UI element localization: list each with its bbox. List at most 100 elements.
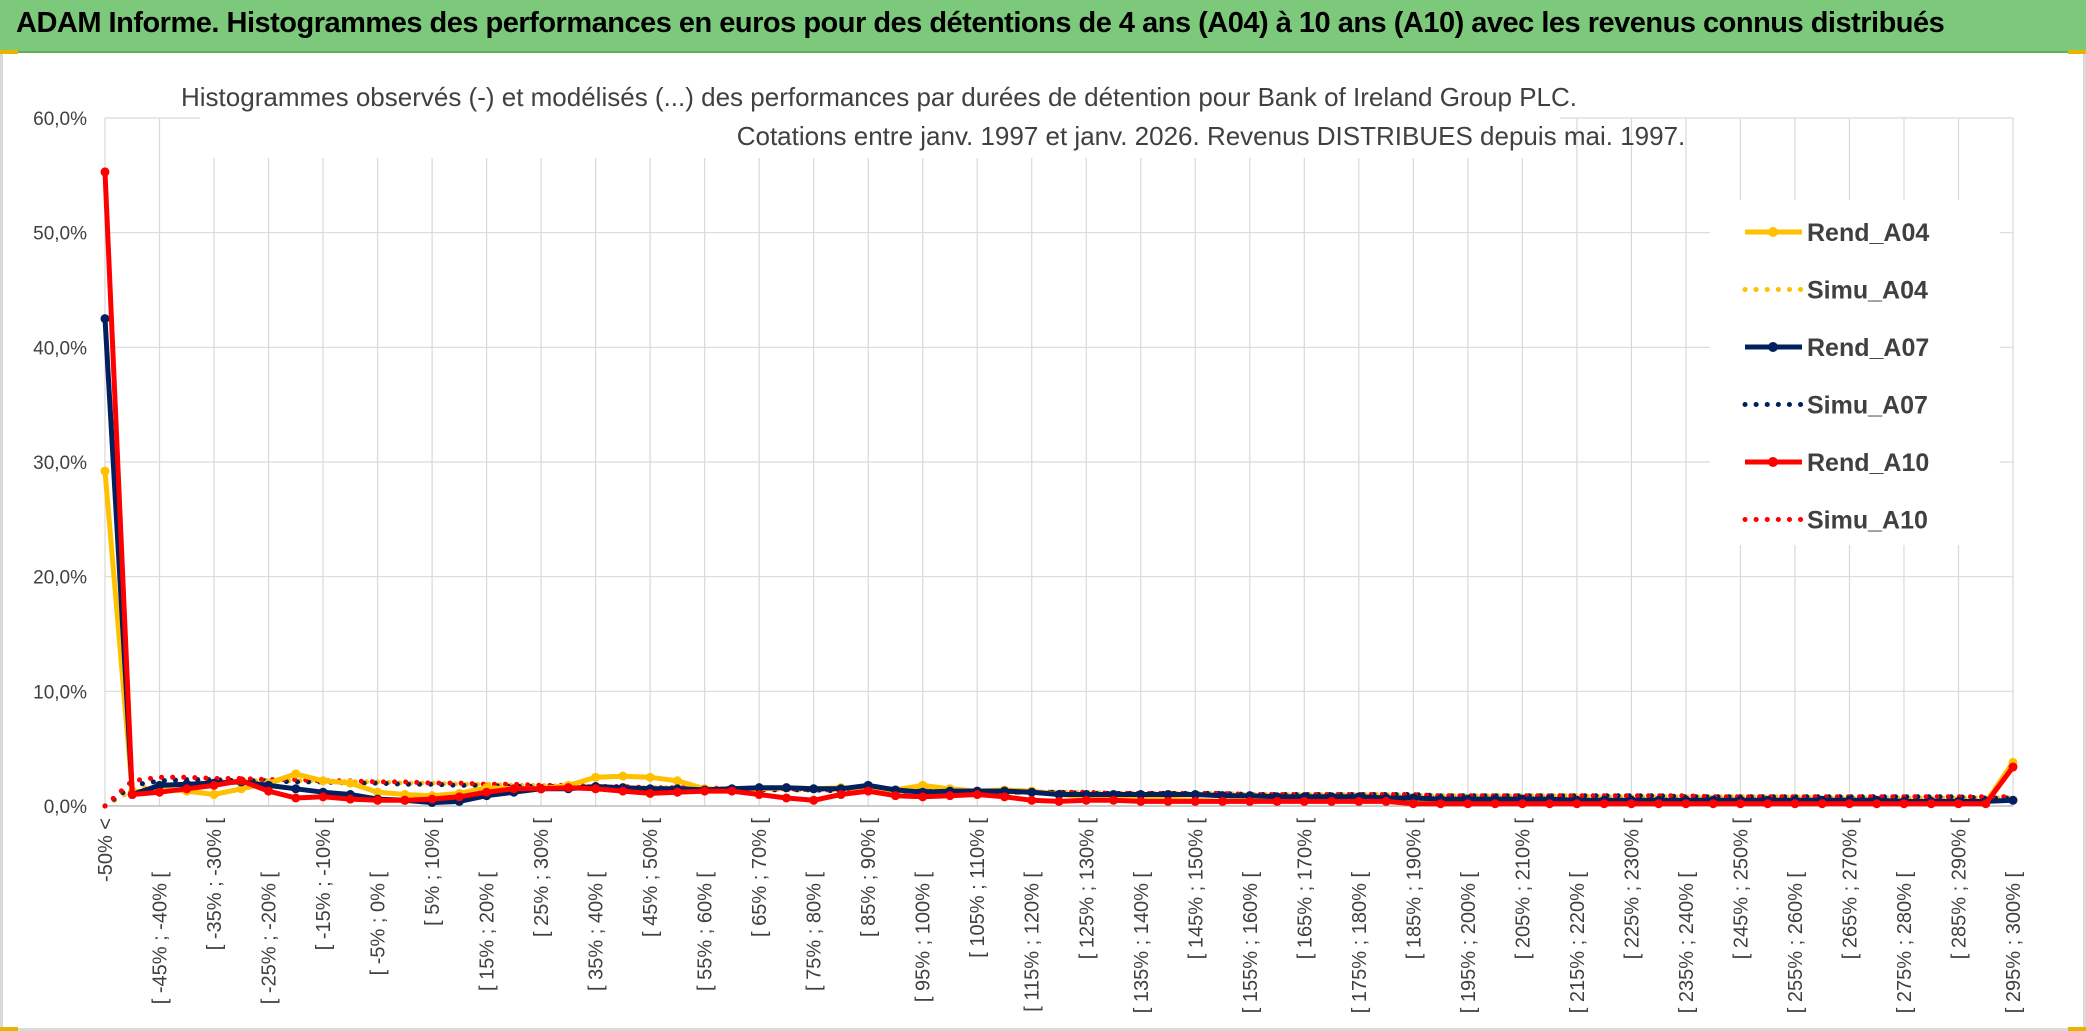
series-rend-a10-point	[427, 794, 437, 804]
series-rend-a10-point	[1763, 799, 1773, 809]
report-title: ADAM Informe. Histogrammes des performan…	[16, 7, 1945, 39]
x-tick-label: [ 65% ; 70% [	[749, 818, 771, 937]
series-rend-a10-point	[345, 794, 355, 804]
series-rend-a04-point	[345, 778, 355, 788]
series-rend-a07-point	[1054, 790, 1064, 800]
chart-title-line1: Histogrammes observés (-) et modélisés (…	[181, 82, 1577, 112]
x-tick-label: [ 255% ; 260% [	[1785, 872, 1807, 1014]
legend-background	[1710, 200, 2000, 545]
x-tick-label: [ 95% ; 100% [	[913, 872, 935, 1003]
series-lines	[100, 167, 2018, 809]
series-rend-a07-point	[2008, 795, 2018, 805]
series-rend-a10-point	[1190, 796, 1200, 806]
series-rend-a10-point	[999, 792, 1009, 802]
series-rend-a10-point	[182, 784, 192, 794]
x-tick-label: [ 145% ; 150% [	[1185, 818, 1207, 960]
series-rend-a04-point	[100, 466, 110, 476]
series-rend-a10-point	[1926, 799, 1936, 809]
x-tick-label: [ 195% ; 200% [	[1458, 872, 1480, 1014]
series-rend-a10-point	[1327, 796, 1337, 806]
series-rend-a10-point	[536, 784, 546, 794]
y-axis-ticks: 0,0% 10,0% 20,0% 30,0% 40,0% 50,0% 60,0%	[33, 109, 87, 818]
series-rend-a10-point	[1299, 796, 1309, 806]
series-rend-a10-point	[727, 786, 737, 796]
series-rend-a10-point	[918, 792, 928, 802]
series-rend-a07-point	[1163, 790, 1173, 800]
x-tick-label: [ 155% ; 160% [	[1240, 872, 1262, 1014]
series-rend-a10-point	[482, 787, 492, 797]
x-tick-label: [ 235% ; 240% [	[1676, 872, 1698, 1014]
x-tick-label: [ 115% ; 120% [	[1022, 872, 1044, 1012]
y-tick-label: 0,0%	[44, 797, 87, 818]
series-rend-a10-point	[1844, 799, 1854, 809]
series-rend-a10-point	[1817, 799, 1827, 809]
series-rend-a10-point	[1163, 796, 1173, 806]
series-rend-a10-point	[781, 793, 791, 803]
legend: Rend_A04 Simu_A04 Rend_A07 Simu_A07 Rend_A10…	[1710, 200, 2000, 545]
series-rend-a10-point	[591, 784, 601, 794]
x-tick-label: [ 245% ; 250% [	[1730, 818, 1752, 960]
series-rend-a04-point	[318, 776, 328, 786]
x-tick-label: [ 55% ; 60% [	[695, 872, 717, 991]
series-rend-a10-point	[1545, 799, 1555, 809]
y-tick-label: 10,0%	[33, 682, 87, 703]
gridlines	[104, 117, 2014, 807]
legend-label-simu-a10: Simu_A10	[1807, 507, 1928, 535]
series-rend-a07-point	[781, 783, 791, 793]
x-tick-label: [ 275% ; 280% [	[1894, 872, 1916, 1014]
series-rend-a10-point	[836, 790, 846, 800]
series-rend-a10-point	[236, 776, 246, 786]
series-rend-a07-point	[1136, 790, 1146, 800]
series-rend-a04-point	[918, 780, 928, 790]
series-rend-a10-point	[1572, 799, 1582, 809]
x-tick-label: [ 175% ; 180% [	[1349, 872, 1371, 1014]
corner-accent	[0, 1027, 18, 1031]
series-rend-a10-point	[509, 784, 519, 794]
series-rend-a07-point	[291, 784, 301, 794]
series-rend-a04-point	[591, 772, 601, 782]
series-rend-a07-point	[1190, 790, 1200, 800]
series-rend-a10-point	[291, 793, 301, 803]
x-axis-ticks: -50% < [ -45% ; -40% [ [ -35% ; -30% [ [ -2…	[95, 818, 2025, 1014]
series-rend-a10-point	[1245, 796, 1255, 806]
series-rend-a10-point	[1136, 796, 1146, 806]
series-rend-a10-point	[373, 795, 383, 805]
x-tick-label: [ -25% ; -20% [	[259, 872, 281, 1005]
title-background	[200, 76, 1560, 158]
series-rend-a10-point	[1109, 795, 1119, 805]
series-rend-a10-point	[400, 795, 410, 805]
series-rend-a10-point	[1272, 796, 1282, 806]
series-rend-a04-point	[645, 772, 655, 782]
legend-marker-rend-a04	[1768, 227, 1778, 237]
series-rend-a10-point	[1517, 799, 1527, 809]
x-tick-label: [ 25% ; 30% [	[531, 818, 553, 937]
x-tick-label: -50% <	[95, 818, 117, 882]
x-tick-label: [ 285% ; 290% [	[1948, 818, 1970, 960]
series-rend-a04-point	[291, 769, 301, 779]
corner-accent	[0, 50, 18, 54]
series-rend-a10-point	[1654, 799, 1664, 809]
x-tick-label: [ 165% ; 170% [	[1294, 818, 1316, 960]
x-tick-label: [ -45% ; -40% [	[150, 872, 172, 1005]
series-rend-a10-point	[1626, 799, 1636, 809]
x-tick-label: [ -15% ; -10% [	[313, 818, 335, 951]
series-rend-a10-point	[454, 792, 464, 802]
legend-label-simu-a07: Simu_A07	[1807, 392, 1928, 420]
legend-marker-rend-a07	[1768, 342, 1778, 352]
x-tick-label: [ -35% ; -30% [	[204, 818, 226, 951]
chart-title-line2: Cotations entre janv. 1997 et janv. 2026…	[737, 121, 1686, 151]
series-rend-a10-point	[700, 786, 710, 796]
x-tick-label: [ 135% ; 140% [	[1131, 872, 1153, 1014]
series-rend-a10-point	[127, 790, 137, 800]
legend-marker-rend-a10	[1768, 457, 1778, 467]
y-tick-label: 60,0%	[33, 109, 87, 130]
x-tick-label: [ 5% ; 10% [	[422, 818, 444, 926]
series-rend-a10-point	[1218, 796, 1228, 806]
x-tick-label: [ 75% ; 80% [	[804, 872, 826, 991]
legend-label-rend-a10: Rend_A10	[1807, 449, 1929, 477]
series-rend-a10-point	[155, 787, 165, 797]
series-rend-a10-point	[1490, 799, 1500, 809]
series-rend-a07-point	[809, 784, 819, 794]
series-rend-a10-point	[1872, 799, 1882, 809]
series-rend-a10-point	[1054, 796, 1064, 806]
